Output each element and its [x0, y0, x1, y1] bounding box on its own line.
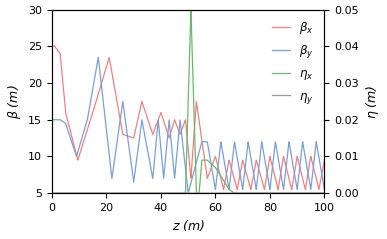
X-axis label: $z$ (m): $z$ (m): [171, 218, 205, 234]
Y-axis label: $\eta$ (m): $\eta$ (m): [365, 84, 382, 119]
Y-axis label: $\beta$ (m): $\beta$ (m): [5, 84, 22, 119]
Legend: $\beta_x$, $\beta_y$, $\eta_x$, $\eta_y$: $\beta_x$, $\beta_y$, $\eta_x$, $\eta_y$: [267, 16, 319, 110]
